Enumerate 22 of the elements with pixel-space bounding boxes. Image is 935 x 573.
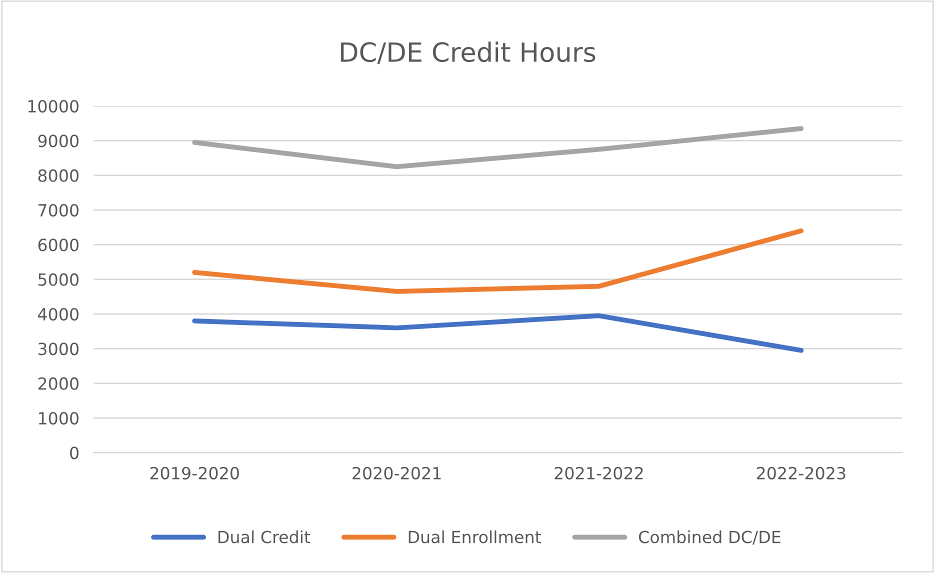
y-tick-label: 2000 [38,377,79,390]
line-series [192,126,804,170]
y-tick-label: 1000 [39,412,79,425]
chart-title: DC/DE Credit Hours [341,42,596,64]
line-series [192,313,804,353]
y-tick-label: 7000 [38,204,79,217]
y-tick-label: 6000 [38,238,79,252]
y-tick-label: 9000 [38,134,79,148]
legend-label: Dual Credit [218,530,310,544]
line-series [192,228,804,294]
y-tick-label: 10000 [28,100,79,113]
legend-label: Dual Enrollment [408,530,541,544]
x-tick-label: 2020-2021 [352,466,441,480]
x-tick-label: 2022-2023 [756,466,846,480]
y-tick-label: 5000 [38,273,79,286]
x-tick-label: 2021-2022 [554,466,643,480]
legend-label: Combined DC/DE [638,530,780,545]
y-tick-label: 0 [70,446,79,460]
y-tick-label: 3000 [38,342,79,356]
x-tick-label: 2019-2020 [150,466,239,480]
y-tick-label: 4000 [38,308,79,321]
y-tick-label: 8000 [38,169,79,182]
